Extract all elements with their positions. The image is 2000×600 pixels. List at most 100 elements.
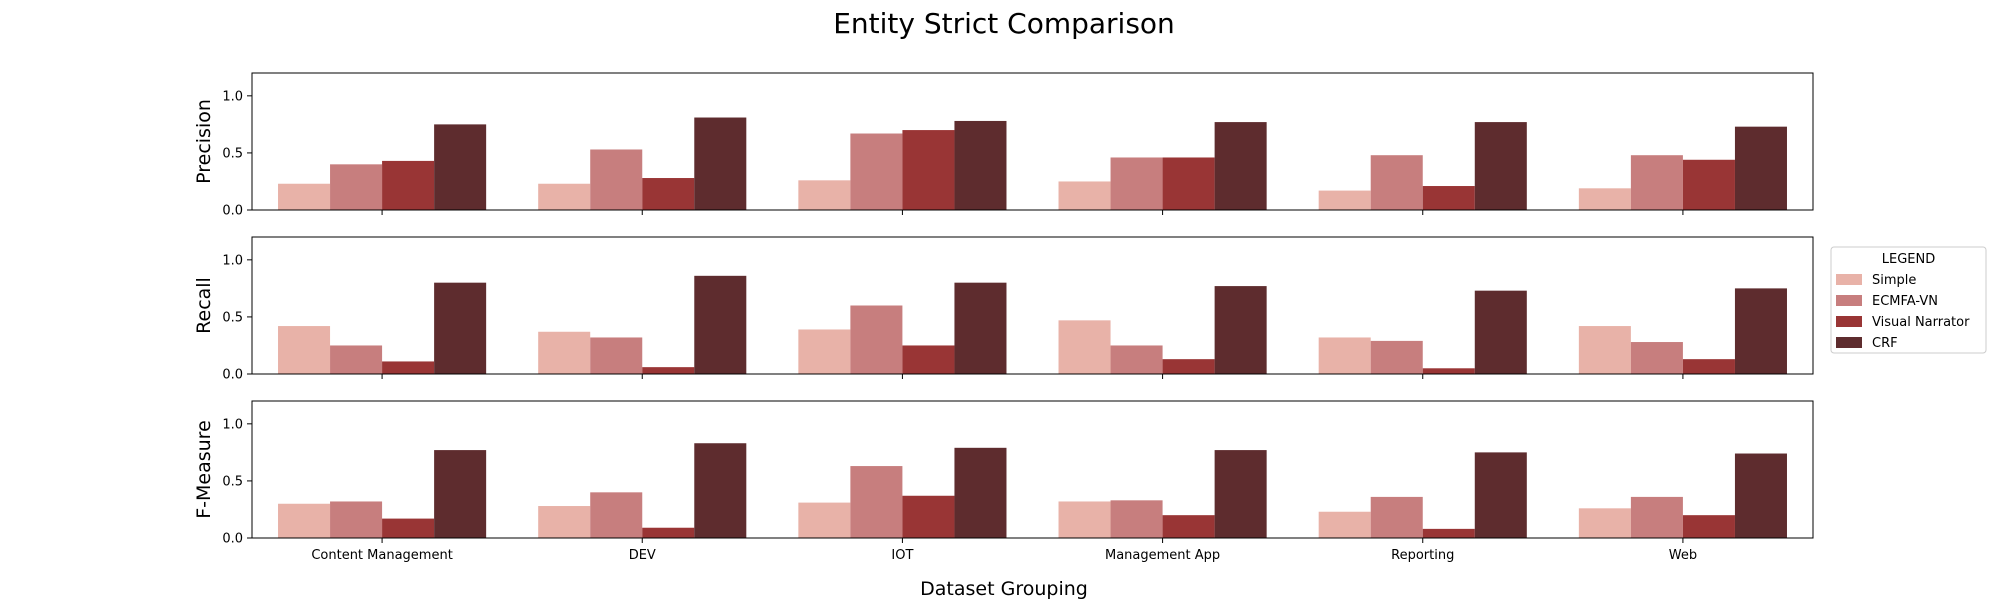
bar [1318, 337, 1371, 374]
legend-entry: CRF [1872, 336, 1898, 351]
bar [850, 305, 903, 374]
bar [850, 466, 903, 538]
bar [1578, 508, 1631, 538]
legend-swatch [1836, 316, 1862, 327]
bar [1162, 157, 1215, 210]
bar [1370, 340, 1423, 374]
bar [1422, 368, 1475, 374]
chart-title: Entity Strict Comparison [833, 7, 1175, 40]
bar [434, 124, 487, 211]
bar [1110, 345, 1163, 374]
bar [1474, 122, 1527, 210]
bar [954, 447, 1007, 538]
bar [1214, 286, 1267, 374]
bar [538, 183, 591, 210]
y-tick-label: 1.0 [222, 417, 243, 432]
panels: 0.0 0.5 1.0 Precision 0.0 0.5 1.0 Recall 0.0 0.5 1… [193, 72, 1814, 563]
y-tick-label: 1.0 [222, 253, 243, 268]
bar [278, 326, 331, 374]
bar [642, 178, 695, 210]
bar [850, 133, 903, 210]
bar [1214, 450, 1267, 538]
bar [1682, 359, 1735, 374]
bar [1110, 500, 1163, 538]
bar [642, 527, 695, 538]
legend-entry: ECMFA-VN [1872, 294, 1938, 309]
bar [1370, 496, 1423, 538]
bar [798, 502, 851, 538]
legend-swatch [1836, 274, 1862, 285]
bar [278, 183, 331, 210]
y-axis-label: F-Measure [193, 420, 215, 519]
y-tick-label: 0.0 [222, 368, 243, 383]
y-tick-label: 0.0 [222, 532, 243, 547]
bar [330, 164, 383, 210]
bar [1318, 511, 1371, 538]
bar [694, 117, 747, 210]
legend-title: LEGEND [1882, 252, 1935, 267]
bar [1318, 190, 1371, 210]
bar [590, 149, 643, 210]
bar [1058, 181, 1111, 210]
bar [1630, 342, 1683, 374]
y-axis-label: Precision [193, 99, 215, 184]
legend: LEGEND Simple ECMFA-VN Visual Narrator CRF [1830, 246, 1987, 354]
bar [1734, 126, 1787, 210]
y-axis-label: Recall [193, 277, 215, 334]
legend-box [1830, 246, 1987, 354]
bar [642, 367, 695, 374]
y-tick-label: 1.0 [222, 89, 243, 104]
x-tick-label: DEV [629, 548, 656, 563]
bar [1058, 501, 1111, 538]
bar [902, 130, 955, 210]
bar [798, 180, 851, 210]
x-tick-label: Web [1669, 548, 1697, 563]
bar [382, 160, 435, 210]
bar [1422, 186, 1475, 210]
panel-frame [251, 400, 1814, 539]
bar [330, 345, 383, 374]
bar [954, 120, 1007, 210]
bar [434, 450, 487, 538]
legend-entry: Visual Narrator [1872, 315, 1970, 330]
x-axis-label: Dataset Grouping [920, 578, 1088, 600]
bar [1058, 320, 1111, 374]
bar [1630, 155, 1683, 210]
bar [278, 503, 331, 538]
y-tick-label: 0.5 [222, 310, 243, 325]
bar [1162, 359, 1215, 374]
bar [1422, 528, 1475, 538]
bar [1630, 496, 1683, 538]
bar [590, 337, 643, 374]
bar [1734, 288, 1787, 375]
bar [902, 495, 955, 538]
panel-frame [251, 72, 1814, 211]
bar [538, 331, 591, 374]
legend-swatch [1836, 295, 1862, 306]
y-tick-label: 0.0 [222, 204, 243, 219]
panel-recall: 0.0 0.5 1.0 Recall [193, 236, 1814, 383]
bar [1734, 453, 1787, 538]
panel-frame [251, 236, 1814, 375]
bar [1474, 452, 1527, 539]
y-tick-label: 0.5 [222, 474, 243, 489]
legend-swatch [1836, 337, 1862, 348]
bar [1578, 326, 1631, 374]
bar [694, 275, 747, 374]
x-tick-label: Management App [1105, 548, 1220, 563]
bar [1370, 155, 1423, 210]
bar [954, 282, 1007, 374]
x-tick-label: Content Management [311, 548, 452, 563]
x-tick-label: Reporting [1391, 548, 1454, 563]
y-tick-label: 0.5 [222, 146, 243, 161]
bar [590, 492, 643, 538]
legend-entry: Simple [1872, 273, 1916, 288]
bar [1214, 122, 1267, 210]
bar [330, 501, 383, 538]
bar [1578, 188, 1631, 210]
panel-precision: 0.0 0.5 1.0 Precision [193, 72, 1814, 219]
bar [1474, 290, 1527, 374]
bar [694, 443, 747, 538]
x-tick-label: IOT [891, 548, 913, 563]
bar [1682, 515, 1735, 538]
